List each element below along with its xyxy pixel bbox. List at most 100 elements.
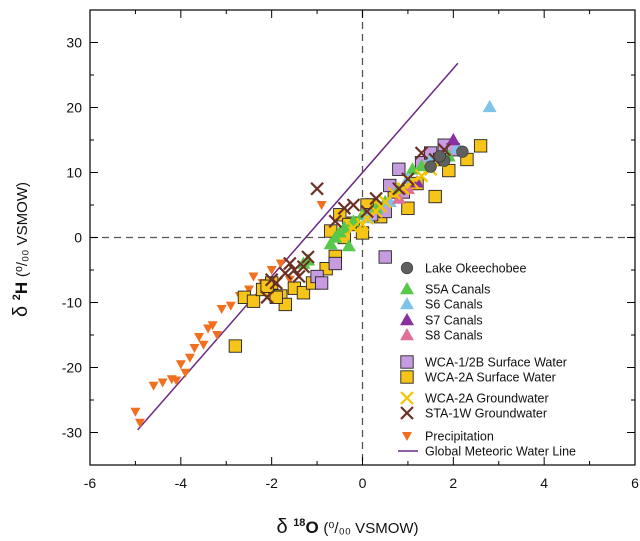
data-point bbox=[301, 250, 315, 264]
legend-item-wca1: WCA-1/2B Surface Water bbox=[400, 355, 567, 370]
plot-area bbox=[90, 10, 635, 465]
legend-label: Lake Okeechobee bbox=[425, 262, 527, 276]
axis-title-isotope: 2 bbox=[11, 294, 23, 300]
y-tick-label: -30 bbox=[62, 425, 82, 441]
legend-label: S6 Canals bbox=[425, 298, 483, 312]
x-stroke bbox=[328, 214, 343, 229]
data-point bbox=[292, 269, 306, 284]
y-tick-label: 30 bbox=[66, 35, 82, 51]
data-point bbox=[278, 266, 293, 281]
x-tick-label: -4 bbox=[175, 475, 188, 491]
axis-title-isotope: 18 bbox=[293, 517, 305, 529]
y-axis-title: δ 2H (⁰/₀₀ VSMOW) bbox=[10, 182, 32, 317]
data-point bbox=[198, 340, 209, 350]
legend-item-gmwl: Global Meteoric Water Line bbox=[398, 445, 576, 459]
legend-label: S5A Canals bbox=[425, 283, 490, 297]
data-point bbox=[180, 368, 191, 378]
x-stroke bbox=[283, 256, 297, 271]
data-point bbox=[184, 353, 195, 363]
legend-label: Global Meteoric Water Line bbox=[425, 445, 576, 459]
legend-swatch bbox=[400, 313, 414, 326]
data-point bbox=[225, 301, 236, 311]
data-point bbox=[264, 272, 279, 287]
data-point bbox=[287, 263, 302, 277]
axis-title-units: (⁰/₀₀ VSMOW) bbox=[14, 182, 31, 277]
legend-swatch bbox=[400, 282, 414, 295]
x-stroke bbox=[346, 220, 361, 235]
legend-swatch bbox=[400, 297, 414, 310]
y-tick-label: 20 bbox=[66, 100, 82, 116]
legend-label: Precipitation bbox=[425, 430, 494, 444]
data-point bbox=[328, 256, 342, 271]
legend-item-wca2_ground: WCA-2A Groundwater bbox=[400, 391, 549, 406]
x-stroke bbox=[360, 204, 374, 219]
data-point bbox=[392, 162, 406, 176]
data-point bbox=[337, 201, 352, 216]
data-point bbox=[401, 172, 415, 186]
data-point bbox=[301, 253, 315, 266]
legend-item-s6: S6 Canals bbox=[400, 297, 483, 312]
data-point bbox=[175, 360, 186, 370]
x-stroke bbox=[346, 198, 361, 212]
data-point bbox=[373, 199, 388, 214]
legend-label: S8 Canals bbox=[425, 329, 483, 343]
axis-title-element: H bbox=[12, 277, 31, 294]
data-point bbox=[360, 204, 374, 219]
data-point bbox=[446, 133, 461, 146]
y-tick-label: 0 bbox=[74, 230, 82, 246]
data-point bbox=[212, 331, 223, 340]
data-point bbox=[323, 237, 338, 250]
legend-swatch bbox=[400, 328, 414, 341]
data-point bbox=[194, 332, 204, 342]
data-point bbox=[316, 201, 327, 210]
legend-label: WCA-2A Groundwater bbox=[425, 392, 549, 406]
data-point bbox=[130, 407, 141, 417]
legend-swatch bbox=[400, 261, 414, 275]
data-point bbox=[296, 259, 311, 274]
data-point bbox=[189, 344, 200, 353]
data-point bbox=[355, 217, 370, 232]
data-point bbox=[171, 376, 182, 386]
legend-label: STA-1W Groundwater bbox=[425, 407, 547, 421]
x-stroke bbox=[401, 172, 415, 186]
data-point bbox=[283, 256, 297, 271]
x-stroke bbox=[260, 290, 274, 305]
y-tick-label: -20 bbox=[62, 360, 82, 376]
x-tick-label: 2 bbox=[449, 475, 457, 491]
y-tick-label: -10 bbox=[62, 295, 82, 311]
data-point bbox=[346, 198, 361, 212]
data-point bbox=[355, 226, 370, 240]
axis-title-units: (⁰/₀₀ VSMOW) bbox=[323, 520, 418, 537]
data-point bbox=[228, 339, 242, 353]
data-point bbox=[482, 99, 497, 113]
data-point bbox=[314, 276, 329, 290]
data-point bbox=[275, 259, 286, 269]
x-stroke bbox=[264, 272, 279, 287]
legend-label: S7 Canals bbox=[425, 314, 483, 328]
x-stroke bbox=[287, 263, 302, 277]
data-point bbox=[246, 294, 261, 308]
data-point bbox=[369, 201, 384, 214]
data-point bbox=[346, 220, 361, 235]
x-stroke bbox=[373, 199, 388, 214]
series-lake bbox=[424, 145, 469, 173]
data-point bbox=[401, 201, 415, 215]
x-stroke bbox=[278, 266, 293, 281]
x-tick-label: 6 bbox=[631, 475, 639, 491]
x-stroke bbox=[414, 168, 429, 183]
data-point bbox=[148, 381, 159, 391]
legend-item-s7: S7 Canals bbox=[400, 313, 483, 328]
x-stroke bbox=[396, 181, 411, 196]
data-point bbox=[414, 146, 429, 160]
data-point bbox=[456, 145, 469, 158]
data-point bbox=[396, 181, 411, 196]
legend-item-s8: S8 Canals bbox=[400, 328, 483, 343]
data-point bbox=[433, 150, 446, 163]
data-point bbox=[216, 305, 227, 314]
data-point bbox=[296, 286, 311, 300]
data-point bbox=[369, 191, 383, 206]
data-point bbox=[428, 189, 442, 204]
series-sta1w bbox=[260, 142, 452, 305]
data-point bbox=[337, 220, 352, 233]
